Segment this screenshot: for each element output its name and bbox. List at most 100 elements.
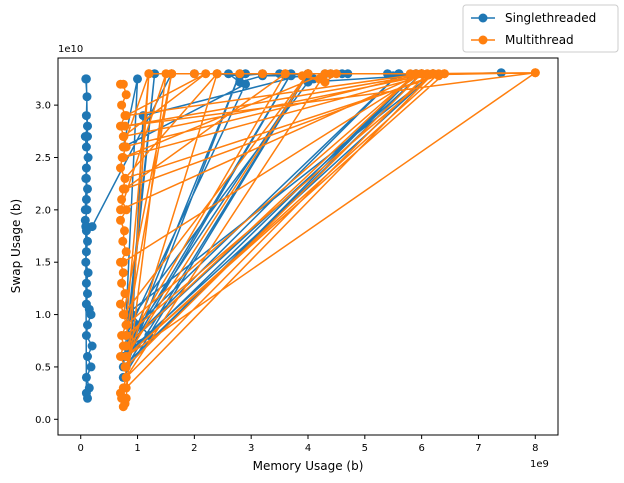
data-point-multithread	[121, 331, 131, 340]
data-point-multithread	[116, 163, 125, 173]
data-point-multithread	[121, 90, 131, 100]
data-point-singlethreaded	[83, 268, 93, 278]
y-tick-label: 1.5	[35, 258, 51, 269]
data-point-singlethreaded	[83, 289, 92, 299]
data-point-singlethreaded	[86, 362, 96, 372]
data-point-singlethreaded	[81, 257, 91, 267]
y-axis-label: Swap Usage (b)	[9, 199, 23, 293]
data-point-singlethreaded	[83, 184, 92, 194]
data-point-singlethreaded	[82, 205, 92, 215]
data-point-multithread	[120, 184, 130, 194]
data-point-multithread	[118, 79, 128, 89]
data-point-singlethreaded	[241, 79, 250, 89]
data-point-singlethreaded	[81, 278, 91, 288]
data-point-multithread	[161, 69, 171, 79]
legend-label-multithread: Multithread	[505, 33, 574, 47]
data-point-multithread	[118, 132, 128, 141]
data-point-multithread	[117, 100, 127, 110]
x-tick-label: 3	[248, 443, 254, 454]
legend-marker-singlethreaded	[478, 13, 488, 23]
data-point-singlethreaded	[81, 331, 91, 340]
data-point-multithread	[121, 372, 131, 382]
data-point-multithread	[258, 69, 267, 79]
x-axis-label: Memory Usage (b)	[253, 459, 364, 473]
data-point-multithread	[428, 69, 438, 79]
data-point-multithread	[121, 111, 131, 121]
data-point-multithread	[121, 247, 131, 257]
data-point-multithread	[116, 299, 125, 309]
data-point-singlethreaded	[81, 142, 91, 152]
data-point-multithread	[118, 268, 128, 278]
data-point-multithread	[235, 69, 245, 79]
data-point-singlethreaded	[81, 388, 91, 398]
y-tick-label: 1.0	[35, 310, 51, 321]
data-point-singlethreaded	[87, 222, 97, 232]
data-point-singlethreaded	[81, 247, 91, 257]
data-point-singlethreaded	[80, 132, 90, 141]
data-point-multithread	[118, 153, 128, 162]
data-point-singlethreaded	[81, 194, 91, 204]
data-point-singlethreaded	[82, 92, 92, 102]
ticks-layer: 0 1 2 3 4 5 6 7 8 0.0 0.5 1.0 1.5 2.0 2.5 3.0	[35, 101, 538, 454]
data-point-multithread	[120, 226, 129, 236]
data-point-multithread	[212, 69, 222, 79]
data-point-singlethreaded	[83, 153, 93, 162]
y-offset-text: 1e10	[58, 44, 83, 55]
data-point-singlethreaded	[81, 74, 91, 84]
x-tick-label: 6	[418, 443, 424, 454]
data-point-multithread	[121, 393, 131, 403]
series-layer	[80, 68, 540, 412]
data-point-singlethreaded	[81, 163, 91, 173]
data-point-multithread	[320, 77, 330, 87]
data-point-multithread	[320, 69, 330, 79]
data-point-multithread	[121, 352, 131, 361]
data-point-multithread	[118, 236, 128, 246]
data-point-multithread	[120, 173, 130, 183]
data-point-multithread	[116, 215, 125, 225]
y-tick-label: 0.5	[35, 362, 51, 373]
data-point-multithread	[189, 69, 199, 79]
data-point-singlethreaded	[83, 236, 92, 246]
x-tick-label: 1	[134, 443, 140, 454]
legend: Singlethreaded Multithread	[462, 4, 619, 53]
data-point-singlethreaded	[83, 352, 92, 361]
data-point-multithread	[144, 69, 154, 79]
data-point-multithread	[331, 69, 341, 79]
data-point-singlethreaded	[81, 372, 91, 382]
legend-label-singlethreaded: Singlethreaded	[505, 11, 596, 25]
data-point-singlethreaded	[86, 310, 96, 320]
data-point-multithread	[121, 341, 131, 351]
data-point-multithread	[121, 320, 131, 330]
y-tick-label: 2.0	[35, 205, 51, 216]
x-tick-label: 0	[78, 443, 84, 454]
data-point-multithread	[121, 383, 131, 393]
data-point-multithread	[118, 310, 128, 320]
data-point-multithread	[120, 121, 130, 131]
x-tick-label: 8	[532, 443, 538, 454]
legend-box	[462, 4, 619, 53]
data-point-multithread	[121, 362, 131, 372]
data-point-singlethreaded	[87, 341, 97, 351]
series-multithread	[116, 68, 540, 412]
x-tick-label: 5	[362, 443, 368, 454]
data-point-multithread	[417, 69, 427, 79]
data-point-multithread	[116, 205, 125, 215]
data-point-singlethreaded	[133, 74, 142, 84]
x-tick-label: 2	[191, 443, 197, 454]
y-tick-label: 3.0	[35, 101, 51, 112]
data-point-singlethreaded	[83, 320, 92, 330]
data-point-multithread	[117, 278, 127, 288]
data-point-singlethreaded	[81, 111, 91, 121]
legend-marker-multithread	[478, 35, 488, 45]
data-point-multithread	[118, 142, 128, 152]
data-point-multithread	[117, 194, 127, 204]
data-point-multithread	[280, 69, 290, 79]
data-point-multithread	[120, 289, 130, 299]
data-point-multithread	[201, 69, 211, 79]
data-point-multithread	[118, 402, 128, 412]
data-point-singlethreaded	[81, 173, 91, 183]
y-tick-label: 0.0	[35, 415, 51, 426]
data-point-multithread	[530, 68, 540, 78]
data-point-multithread	[118, 257, 128, 267]
